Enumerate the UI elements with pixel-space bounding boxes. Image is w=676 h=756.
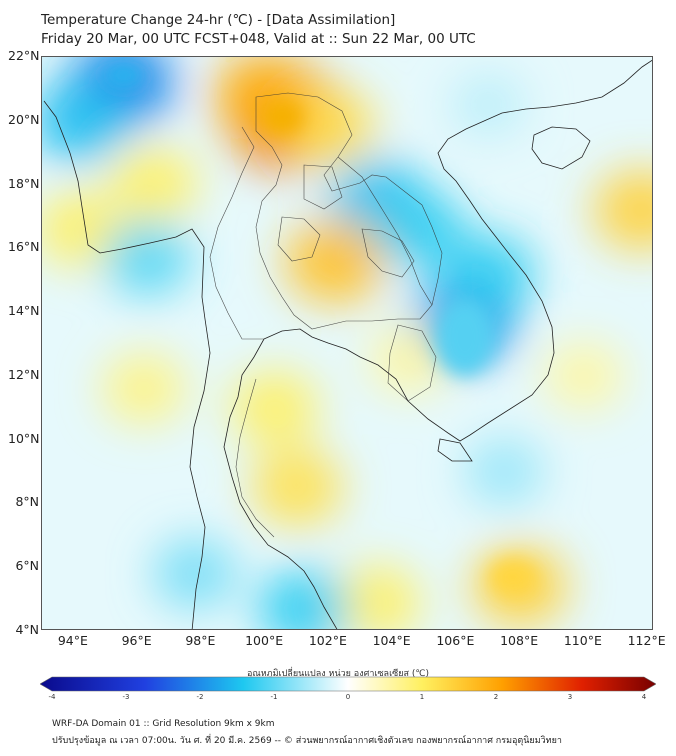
lon-tick-label: 110°E	[563, 633, 602, 648]
map-subtitle: Friday 20 Mar, 00 UTC FCST+048, Valid at…	[41, 31, 476, 47]
lat-tick-label: 12°N	[8, 366, 40, 382]
colorbar-tick-label: 4	[641, 693, 647, 701]
warming-area	[102, 352, 186, 425]
coastlines	[43, 59, 652, 629]
province-borders	[209, 92, 443, 538]
colorbar-tick-label: 2	[493, 693, 499, 701]
warming-area	[285, 218, 386, 304]
warming-area	[282, 88, 375, 167]
map-plot-area	[41, 56, 653, 630]
border-thailand-west	[209, 126, 264, 340]
warming-area	[230, 370, 319, 446]
hotspot-north-thailand	[260, 99, 304, 135]
colorbar-tick-label: -2	[196, 693, 204, 701]
hotspot-south-china-sea	[489, 559, 537, 595]
warming-area	[251, 448, 343, 527]
lon-tick-label: 104°E	[372, 633, 411, 648]
lon-tick-label: 96°E	[121, 633, 152, 648]
lat-tick-label: 14°N	[8, 303, 40, 319]
lat-tick-label: 20°N	[8, 111, 40, 127]
footer-model-info: WRF-DA Domain 01 :: Grid Resolution 9km …	[52, 719, 275, 729]
coastline-indochina-east	[263, 59, 652, 442]
cooling-area	[42, 79, 129, 162]
lon-tick-label: 102°E	[308, 633, 347, 648]
cooling-area	[153, 537, 237, 610]
warming-area	[109, 147, 198, 222]
cooling-area	[372, 190, 465, 269]
warming-area	[332, 564, 421, 629]
province-cluster-north	[303, 164, 343, 210]
coastline-andaman	[43, 100, 211, 629]
border-cambodia	[387, 324, 437, 402]
cooling-area	[103, 220, 192, 296]
cooling-area	[442, 234, 535, 313]
lat-tick-label: 22°N	[8, 48, 40, 63]
colorbar-tick-label: -4	[48, 693, 56, 701]
lon-tick-label: 106°E	[436, 633, 475, 648]
province-cluster-central	[277, 216, 321, 262]
colorbar	[40, 676, 656, 692]
coldspot-cambodia	[435, 297, 495, 377]
coastline-mekong-delta	[437, 438, 473, 462]
province-cluster-isan	[361, 228, 415, 278]
temperature-anomaly-field	[42, 57, 652, 629]
warming-area	[543, 341, 624, 410]
colorbar-tick-label: 3	[567, 693, 573, 701]
lon-tick-label: 94°E	[57, 633, 88, 648]
colorbar-label: อุณหภูมิเปลี่ยนแปลง หน่วย องศาเซลเซียส (…	[246, 669, 430, 679]
coastline-hainan	[531, 126, 591, 170]
cooling-area	[450, 72, 527, 138]
lat-tick-label: 10°N	[8, 430, 40, 446]
lat-tick-label: 16°N	[8, 239, 40, 255]
colorbar-gradient	[40, 676, 656, 692]
lon-tick-label: 112°E	[627, 633, 666, 648]
lon-tick-label: 100°E	[245, 633, 284, 648]
lat-tick-label: 4°N	[15, 622, 39, 637]
border-peninsula	[235, 378, 275, 538]
border-laos-inner	[337, 156, 433, 306]
colorbar-tick-label: -1	[270, 693, 278, 701]
warming-area	[593, 169, 652, 251]
colorbar-tick-label: -3	[122, 693, 130, 701]
temperature-change-map	[42, 57, 652, 629]
lat-tick-label: 18°N	[8, 175, 40, 191]
map-title: Temperature Change 24-hr (℃) - [Data Ass…	[41, 12, 396, 28]
coastline-gulf-west	[223, 338, 338, 629]
lon-tick-label: 98°E	[185, 633, 216, 648]
cooling-area	[257, 569, 350, 629]
lon-tick-label: 108°E	[500, 633, 539, 648]
cooling-area	[464, 437, 545, 506]
lat-tick-label: 8°N	[15, 494, 39, 510]
colorbar-tick-label: 0	[345, 693, 351, 701]
footer-credit: ปรับปรุงข้อมูล ณ เวลา 07:00น. วัน ศ. ที่…	[52, 736, 562, 746]
coldspot-myanmar	[104, 63, 144, 87]
warming-area	[42, 191, 125, 267]
lat-tick-label: 6°N	[15, 558, 39, 574]
colorbar-tick-label: 1	[419, 693, 425, 701]
